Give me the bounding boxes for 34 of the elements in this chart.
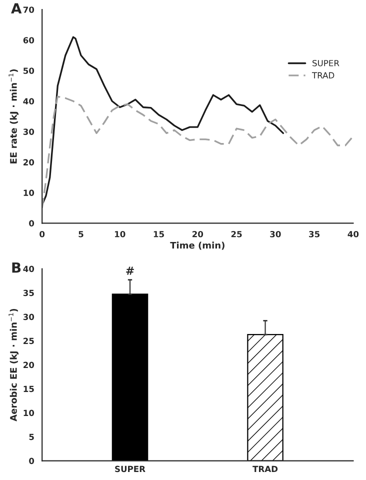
x-axis-title: Time (min) bbox=[170, 242, 224, 250]
y-tick-label: 15 bbox=[24, 386, 34, 392]
y-tick-label: 40 bbox=[23, 266, 34, 272]
y-tick-label: 20 bbox=[24, 159, 34, 166]
chart-title: B bbox=[12, 262, 21, 273]
y-tick-label: 10 bbox=[24, 190, 34, 196]
y-tick-label: 25 bbox=[24, 338, 34, 344]
y-axis-title: EE rate (kJ · min$^{−1}$) bbox=[8, 69, 19, 164]
x-tick-label: 5 bbox=[78, 231, 84, 238]
y-tick-label: 5 bbox=[29, 434, 34, 440]
chart-title: A bbox=[11, 3, 22, 14]
y-tick-label: 0 bbox=[29, 458, 34, 464]
y-tick-label: 20 bbox=[24, 362, 34, 368]
y-tick-label: 10 bbox=[24, 410, 34, 416]
x-tick-label: 0 bbox=[40, 230, 45, 238]
y-tick-label: 0 bbox=[29, 220, 34, 226]
x-tick-label: 40 bbox=[348, 230, 359, 238]
x-tick-label: 25 bbox=[231, 230, 242, 238]
y-axis-title: Aerobic EE (kJ · min$^{−1}$) bbox=[8, 308, 19, 422]
legend-label: SUPER bbox=[312, 60, 340, 66]
x-tick-label: 35 bbox=[309, 230, 320, 238]
x-tick-label: 20 bbox=[192, 230, 204, 238]
y-tick-label: 30 bbox=[23, 314, 34, 320]
x-tick-label: 30 bbox=[270, 230, 281, 238]
x-tick-label: 10 bbox=[115, 230, 126, 238]
annotation: # bbox=[126, 266, 134, 275]
y-tick-label: 30 bbox=[23, 128, 34, 135]
y-tick-label: 70 bbox=[23, 6, 34, 13]
y-tick-label: 40 bbox=[23, 98, 34, 104]
y-tick-label: 35 bbox=[23, 290, 34, 296]
y-tick-label: 50 bbox=[24, 68, 34, 74]
y-tick-label: 60 bbox=[23, 37, 34, 44]
x-tick-label: 15 bbox=[154, 231, 164, 238]
legend-label: TRAD bbox=[312, 72, 334, 78]
